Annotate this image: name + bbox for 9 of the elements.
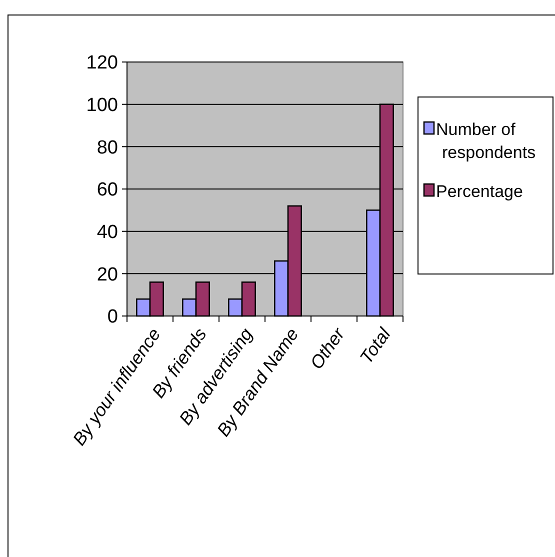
y-tick-label: 60 bbox=[96, 180, 118, 201]
y-tick-label: 100 bbox=[86, 94, 118, 116]
y-tick-label: 80 bbox=[96, 137, 118, 158]
y-tick-label: 0 bbox=[107, 306, 118, 328]
y-tick-label: 20 bbox=[96, 264, 118, 286]
legend-label: Number of respondents bbox=[436, 120, 536, 162]
y-tick-label: 40 bbox=[96, 222, 118, 243]
legend-label: Percentage bbox=[436, 182, 523, 201]
y-tick-label: 120 bbox=[86, 52, 118, 74]
